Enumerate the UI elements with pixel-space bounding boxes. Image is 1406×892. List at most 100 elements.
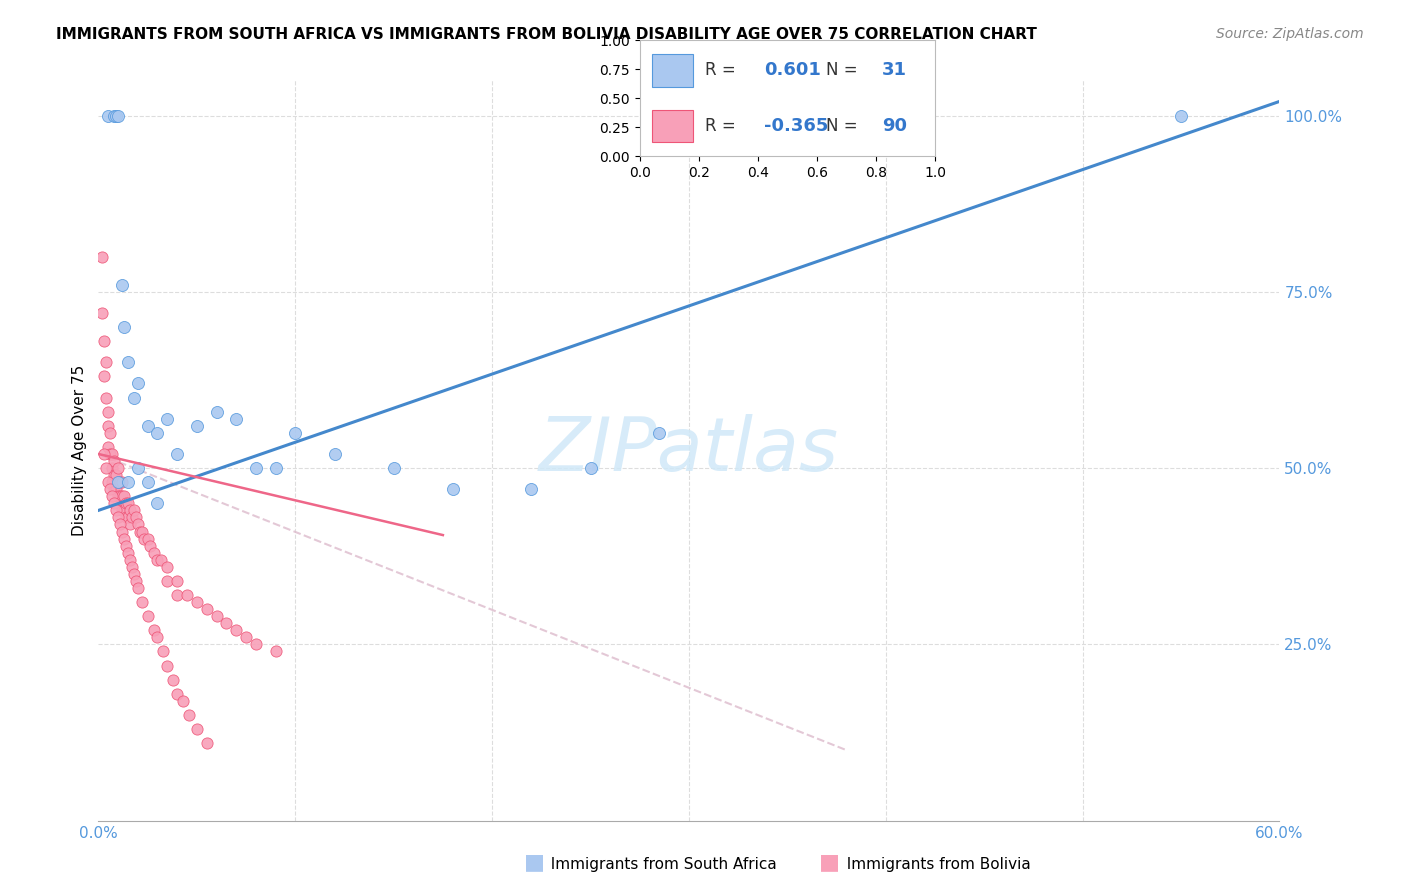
Point [146, 425, 169, 440]
Point [105, 109, 128, 123]
Point [97, 405, 120, 419]
Text: N =: N = [825, 117, 863, 135]
Text: 90: 90 [882, 117, 907, 135]
Point [225, 411, 247, 425]
Point [105, 482, 128, 496]
Point [146, 630, 169, 644]
Point [122, 503, 145, 517]
Point [127, 517, 149, 532]
Point [97, 440, 120, 454]
Point [520, 482, 543, 496]
Point [107, 489, 129, 503]
Point [1170, 109, 1192, 123]
Point [235, 630, 257, 644]
Point [142, 624, 165, 638]
Y-axis label: Disability Age Over 75: Disability Age Over 75 [72, 365, 87, 536]
Point [118, 553, 141, 567]
Point [117, 475, 139, 490]
Point [136, 532, 159, 546]
Point [166, 687, 188, 701]
Point [186, 595, 208, 609]
Point [107, 109, 129, 123]
Point [136, 609, 159, 624]
Point [118, 517, 141, 532]
Point [136, 418, 159, 433]
Point [117, 355, 139, 369]
Text: R =: R = [704, 117, 741, 135]
Point [105, 503, 128, 517]
Point [112, 532, 135, 546]
Text: N =: N = [825, 61, 863, 78]
Point [111, 475, 134, 490]
Point [103, 496, 125, 510]
Point [205, 609, 228, 624]
Point [112, 489, 135, 503]
Point [108, 517, 131, 532]
Point [97, 418, 120, 433]
Point [125, 574, 148, 588]
Point [382, 461, 405, 475]
Point [156, 411, 179, 425]
Point [111, 277, 134, 292]
Point [648, 425, 671, 440]
Point [101, 447, 124, 461]
Point [117, 510, 139, 524]
FancyBboxPatch shape [651, 54, 693, 87]
Point [156, 574, 179, 588]
Text: -0.365: -0.365 [763, 117, 828, 135]
Point [97, 475, 120, 490]
Point [101, 461, 124, 475]
Point [323, 447, 346, 461]
Text: 31: 31 [882, 61, 907, 78]
Point [128, 524, 150, 539]
Point [108, 475, 131, 490]
Point [152, 644, 174, 658]
Text: 0.601: 0.601 [763, 61, 821, 78]
Point [150, 553, 173, 567]
Text: IMMIGRANTS FROM SOUTH AFRICA VS IMMIGRANTS FROM BOLIVIA DISABILITY AGE OVER 75 C: IMMIGRANTS FROM SOUTH AFRICA VS IMMIGRAN… [56, 27, 1038, 42]
Text: ■: ■ [820, 853, 839, 872]
Point [103, 482, 125, 496]
Point [264, 461, 287, 475]
Point [103, 468, 125, 483]
Point [115, 510, 138, 524]
Point [98, 447, 121, 461]
Point [118, 503, 141, 517]
Point [127, 376, 149, 391]
Point [195, 602, 218, 616]
Point [93, 447, 115, 461]
Point [186, 722, 208, 736]
Point [112, 503, 135, 517]
Text: Source: ZipAtlas.com: Source: ZipAtlas.com [1216, 27, 1364, 41]
Point [245, 461, 267, 475]
Point [98, 482, 121, 496]
Point [156, 559, 179, 574]
Point [136, 475, 159, 490]
Point [146, 496, 169, 510]
Point [117, 546, 139, 560]
Point [111, 524, 134, 539]
Text: Immigrants from Bolivia: Immigrants from Bolivia [837, 857, 1031, 872]
Point [579, 461, 602, 475]
Point [103, 454, 125, 468]
Point [107, 510, 129, 524]
Point [122, 391, 145, 405]
Point [121, 510, 143, 524]
Point [215, 616, 238, 631]
Point [127, 581, 149, 595]
Point [131, 524, 153, 539]
Point [166, 447, 188, 461]
Point [107, 461, 129, 475]
Text: R =: R = [704, 61, 741, 78]
Point [146, 553, 169, 567]
Point [162, 673, 184, 687]
Point [125, 510, 148, 524]
Point [115, 539, 138, 553]
Point [115, 496, 138, 510]
Point [105, 468, 128, 483]
FancyBboxPatch shape [651, 110, 693, 142]
Text: ■: ■ [524, 853, 544, 872]
Point [112, 320, 135, 334]
Point [117, 496, 139, 510]
Point [127, 461, 149, 475]
